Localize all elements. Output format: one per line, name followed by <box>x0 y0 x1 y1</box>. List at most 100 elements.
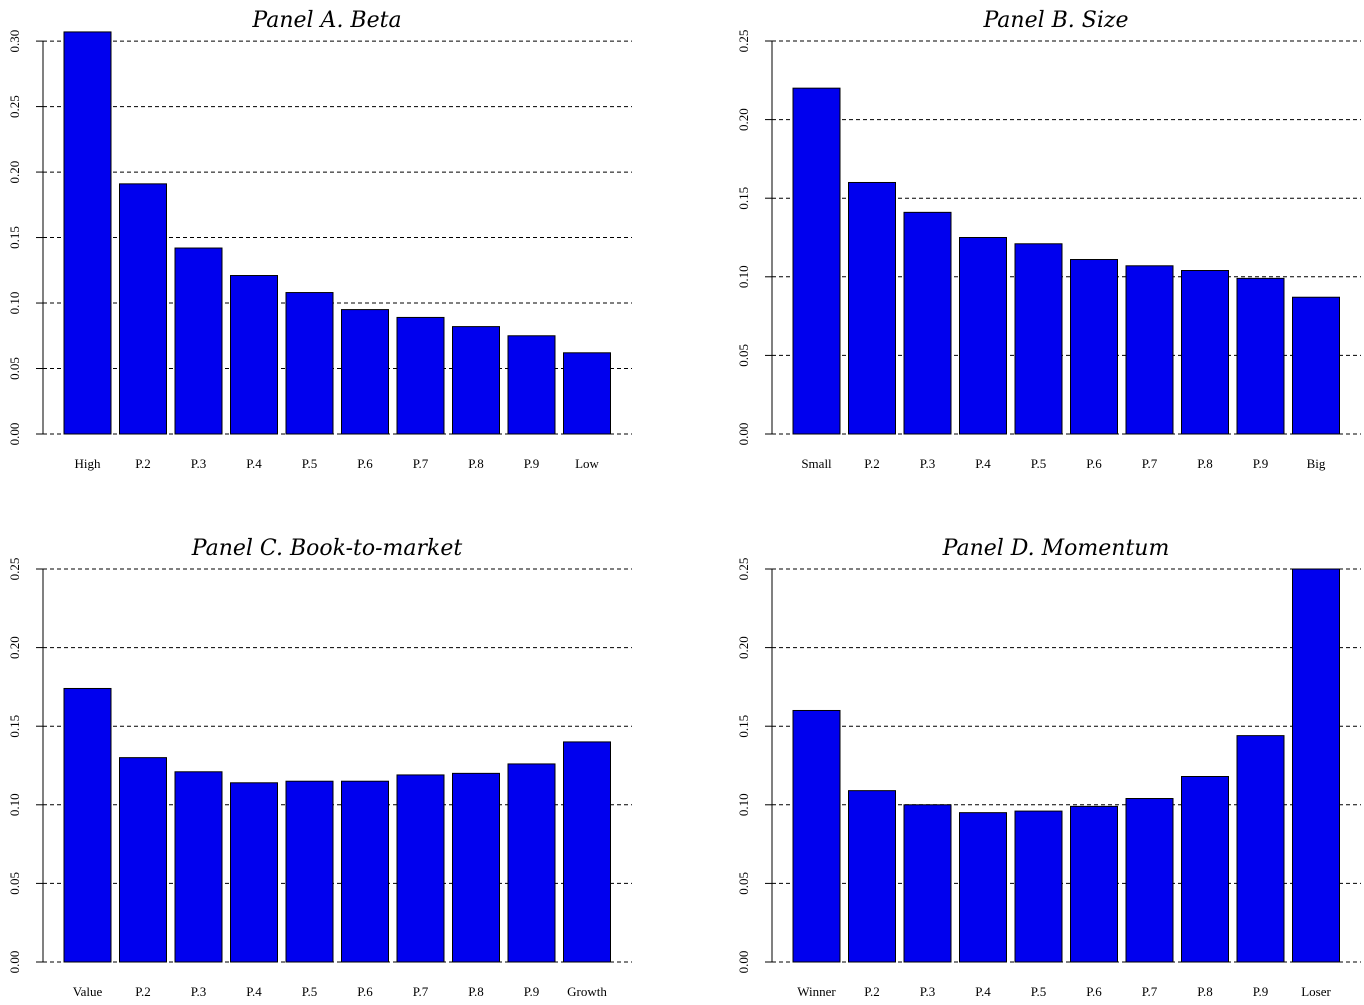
bar <box>174 771 223 963</box>
bar <box>959 812 1007 963</box>
chart-title: Panel A. Beta <box>251 8 401 33</box>
x-tick-label: Value <box>73 984 103 999</box>
y-tick-label: 0.05 <box>7 872 22 895</box>
bar <box>507 763 556 963</box>
x-tick-label: P.6 <box>1086 984 1102 999</box>
bar <box>1125 798 1174 963</box>
x-tick-label: P.4 <box>975 984 991 999</box>
y-tick-label: 0.05 <box>736 872 751 895</box>
y-tick-label: 0.25 <box>7 95 22 118</box>
y-tick-label: 0.30 <box>7 30 22 53</box>
x-tick-label: P.7 <box>1142 456 1158 471</box>
x-tick-label: P.7 <box>413 456 429 471</box>
bar <box>285 292 334 435</box>
y-tick-label: 0.15 <box>7 715 22 738</box>
bar <box>1292 296 1340 435</box>
x-tick-label: Loser <box>1301 984 1331 999</box>
chart-title: Panel C. Book-to-market <box>191 536 463 561</box>
y-tick-label: 0.20 <box>736 636 751 659</box>
x-tick-label: High <box>75 456 102 471</box>
bar <box>848 181 896 435</box>
bar <box>563 352 611 435</box>
x-tick-label: P.5 <box>1031 456 1047 471</box>
y-tick-label: 0.10 <box>7 793 22 816</box>
y-tick-label: 0.20 <box>7 636 22 659</box>
bar <box>903 211 952 435</box>
y-tick-label: 0.10 <box>736 793 751 816</box>
bar <box>341 309 389 435</box>
y-tick-label: 0.00 <box>736 423 751 446</box>
bar <box>1292 568 1340 963</box>
y-tick-label: 0.05 <box>7 357 22 380</box>
x-tick-label: Winner <box>797 984 836 999</box>
x-tick-label: P.7 <box>413 984 429 999</box>
x-tick-label: P.8 <box>468 456 484 471</box>
bar <box>396 774 445 963</box>
bar <box>230 275 278 435</box>
y-tick-label: 0.00 <box>7 423 22 446</box>
x-tick-label: P.2 <box>864 984 880 999</box>
y-tick-label: 0.05 <box>736 344 751 367</box>
bar <box>285 780 334 963</box>
x-tick-label: P.6 <box>357 984 373 999</box>
x-tick-label: P.3 <box>920 984 936 999</box>
chart-title: Panel D. Momentum <box>942 536 1170 561</box>
x-tick-label: P.5 <box>302 984 318 999</box>
x-tick-label: P.3 <box>920 456 936 471</box>
y-tick-label: 0.20 <box>736 108 751 131</box>
y-tick-label: 0.10 <box>7 292 22 315</box>
bar <box>959 237 1007 435</box>
x-tick-label: P.2 <box>135 456 151 471</box>
bar <box>1014 810 1063 963</box>
x-tick-label: P.4 <box>246 984 262 999</box>
bar <box>119 757 167 963</box>
bar <box>452 772 500 963</box>
x-tick-label: P.7 <box>1142 984 1158 999</box>
x-tick-label: Growth <box>567 984 607 999</box>
bar <box>396 316 445 435</box>
y-tick-label: 0.20 <box>7 161 22 184</box>
x-tick-label: P.6 <box>357 456 373 471</box>
bar <box>848 790 896 963</box>
y-tick-label: 0.25 <box>736 30 751 53</box>
x-tick-label: P.2 <box>864 456 880 471</box>
y-tick-label: 0.00 <box>7 951 22 974</box>
bar <box>452 326 500 435</box>
y-tick-label: 0.25 <box>7 558 22 581</box>
x-tick-label: Low <box>575 456 599 471</box>
x-tick-label: P.3 <box>191 984 207 999</box>
y-tick-label: 0.10 <box>736 265 751 288</box>
y-tick-label: 0.25 <box>736 558 751 581</box>
bar <box>1236 735 1285 963</box>
bar <box>63 687 112 963</box>
chart-title: Panel B. Size <box>982 8 1128 33</box>
bar <box>174 247 223 435</box>
bar <box>1125 265 1174 435</box>
x-tick-label: P.9 <box>1253 456 1269 471</box>
y-tick-label: 0.15 <box>736 715 751 738</box>
bar <box>230 782 278 963</box>
x-tick-label: P.2 <box>135 984 151 999</box>
bar <box>1014 243 1063 435</box>
x-tick-label: P.5 <box>1031 984 1047 999</box>
y-tick-label: 0.00 <box>736 951 751 974</box>
bar <box>1181 776 1229 963</box>
bar <box>1181 270 1229 435</box>
x-tick-label: P.5 <box>302 456 318 471</box>
y-tick-label: 0.15 <box>7 226 22 249</box>
bar <box>507 335 556 435</box>
bar <box>119 183 167 435</box>
x-tick-label: P.4 <box>975 456 991 471</box>
x-tick-label: P.4 <box>246 456 262 471</box>
x-tick-label: P.9 <box>524 456 540 471</box>
x-tick-label: P.6 <box>1086 456 1102 471</box>
bar <box>563 741 611 963</box>
bar <box>1070 805 1118 963</box>
bar <box>792 87 841 435</box>
y-tick-label: 0.15 <box>736 187 751 210</box>
bar <box>63 31 112 435</box>
bar <box>341 780 389 963</box>
x-tick-label: P.8 <box>468 984 484 999</box>
x-tick-label: P.8 <box>1197 456 1213 471</box>
